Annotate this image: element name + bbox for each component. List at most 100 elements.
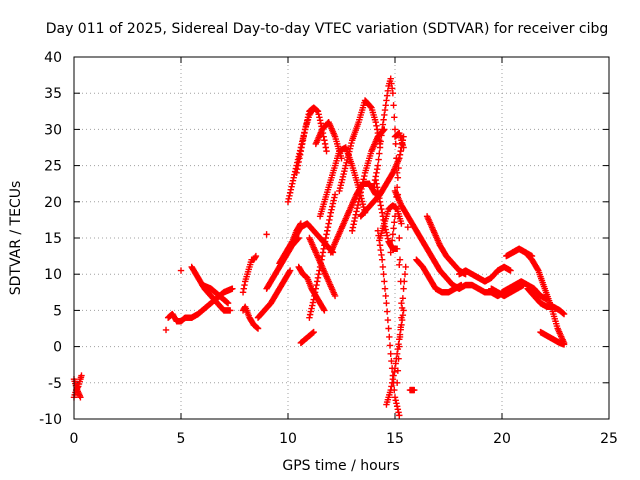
- data-point: [392, 360, 399, 367]
- data-point: [306, 311, 314, 318]
- data-point: [396, 155, 403, 162]
- data-point: [402, 263, 409, 271]
- data-point: [240, 285, 247, 292]
- data-point: [361, 172, 368, 180]
- series-track-11: [254, 267, 294, 321]
- data-point: [388, 85, 396, 92]
- data-point: [310, 104, 317, 111]
- data-point: [330, 197, 337, 204]
- data-point: [375, 232, 382, 239]
- data-point: [358, 182, 366, 189]
- x-tick-label: 20: [493, 431, 511, 447]
- data-point: [286, 189, 294, 196]
- data-point: [397, 324, 404, 331]
- data-point: [377, 138, 384, 145]
- data-point: [381, 111, 388, 119]
- data-points: [70, 75, 568, 419]
- data-point: [382, 292, 389, 300]
- data-point: [321, 242, 328, 249]
- data-point: [383, 308, 391, 315]
- data-point: [252, 252, 260, 260]
- data-point: [388, 383, 395, 390]
- data-point: [400, 144, 407, 151]
- data-point: [296, 151, 304, 158]
- y-tick-label: 0: [53, 340, 62, 356]
- series-track-21: [306, 234, 339, 300]
- data-point: [373, 122, 380, 129]
- data-point: [411, 386, 418, 394]
- data-point: [381, 285, 389, 292]
- data-point: [399, 295, 407, 302]
- data-point: [312, 285, 320, 292]
- data-point: [391, 114, 398, 121]
- data-point: [398, 220, 405, 227]
- data-point: [388, 237, 396, 244]
- series-track-38: [404, 223, 412, 231]
- data-point: [404, 223, 412, 231]
- data-point: [353, 208, 360, 215]
- data-point: [302, 123, 310, 130]
- data-point: [391, 394, 399, 401]
- data-point: [391, 213, 399, 220]
- data-point: [393, 245, 401, 253]
- data-point: [239, 289, 247, 296]
- data-point: [386, 342, 394, 349]
- x-tick-label: 25: [600, 431, 618, 447]
- data-point: [372, 118, 379, 126]
- data-point: [299, 137, 307, 144]
- y-tick-labels: -10 -5 0 5 10 15 20 25 30 35 40: [39, 50, 62, 428]
- data-point: [383, 232, 391, 239]
- data-point: [384, 87, 392, 94]
- data-point: [378, 205, 385, 213]
- data-point: [377, 202, 384, 209]
- x-axis-label: GPS time / hours: [282, 458, 399, 474]
- data-point: [379, 263, 387, 271]
- data-point: [393, 350, 401, 358]
- data-point: [251, 254, 259, 261]
- y-tick-label: -5: [48, 376, 62, 392]
- data-point: [378, 256, 386, 263]
- data-point: [395, 355, 402, 362]
- data-point: [391, 219, 398, 226]
- data-point: [354, 201, 362, 209]
- data-point: [378, 126, 386, 133]
- data-point: [322, 144, 330, 151]
- data-point: [311, 292, 318, 300]
- data-point: [329, 200, 337, 207]
- data-point: [286, 192, 293, 199]
- chart-title: Day 011 of 2025, Sidereal Day-to-day VTE…: [46, 21, 609, 37]
- data-point: [381, 220, 388, 227]
- x-tick-label: 0: [70, 431, 79, 447]
- data-point: [286, 267, 294, 274]
- data-point: [560, 310, 568, 318]
- data-point: [394, 174, 402, 181]
- data-point: [320, 245, 327, 253]
- data-point: [381, 223, 389, 230]
- data-point: [377, 246, 384, 254]
- data-point: [177, 267, 185, 274]
- data-point: [380, 116, 387, 123]
- data-point: [78, 372, 85, 379]
- data-point: [320, 305, 327, 313]
- data-point: [290, 174, 297, 181]
- data-point: [323, 147, 330, 155]
- series-track-49: [537, 328, 568, 348]
- data-point: [389, 90, 397, 97]
- data-point: [241, 281, 248, 289]
- series-track-09: [239, 252, 260, 296]
- data-point: [387, 350, 394, 358]
- data-point: [390, 102, 397, 109]
- data-point: [313, 281, 320, 289]
- data-point: [382, 226, 389, 233]
- data-point: [356, 192, 364, 199]
- data-point: [393, 184, 401, 191]
- data-point: [398, 314, 405, 321]
- data-point: [263, 231, 270, 238]
- data-point: [322, 234, 330, 242]
- data-point: [319, 249, 327, 256]
- data-point: [301, 129, 308, 137]
- data-point: [507, 267, 514, 274]
- data-point: [288, 239, 295, 247]
- data-point: [305, 111, 312, 118]
- data-point: [375, 156, 382, 163]
